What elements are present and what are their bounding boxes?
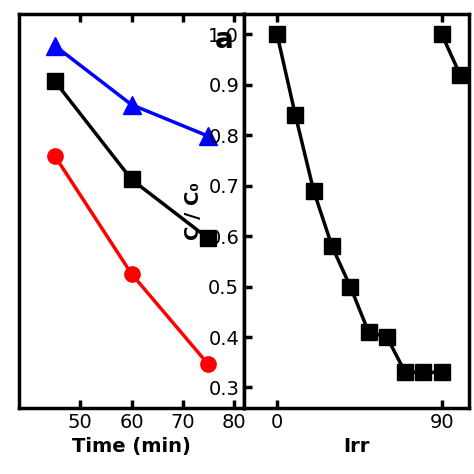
Text: a: a xyxy=(215,26,234,54)
Y-axis label: C / C₀: C / C₀ xyxy=(184,182,203,240)
X-axis label: Irr: Irr xyxy=(344,437,370,456)
X-axis label: Time (min): Time (min) xyxy=(72,437,191,456)
